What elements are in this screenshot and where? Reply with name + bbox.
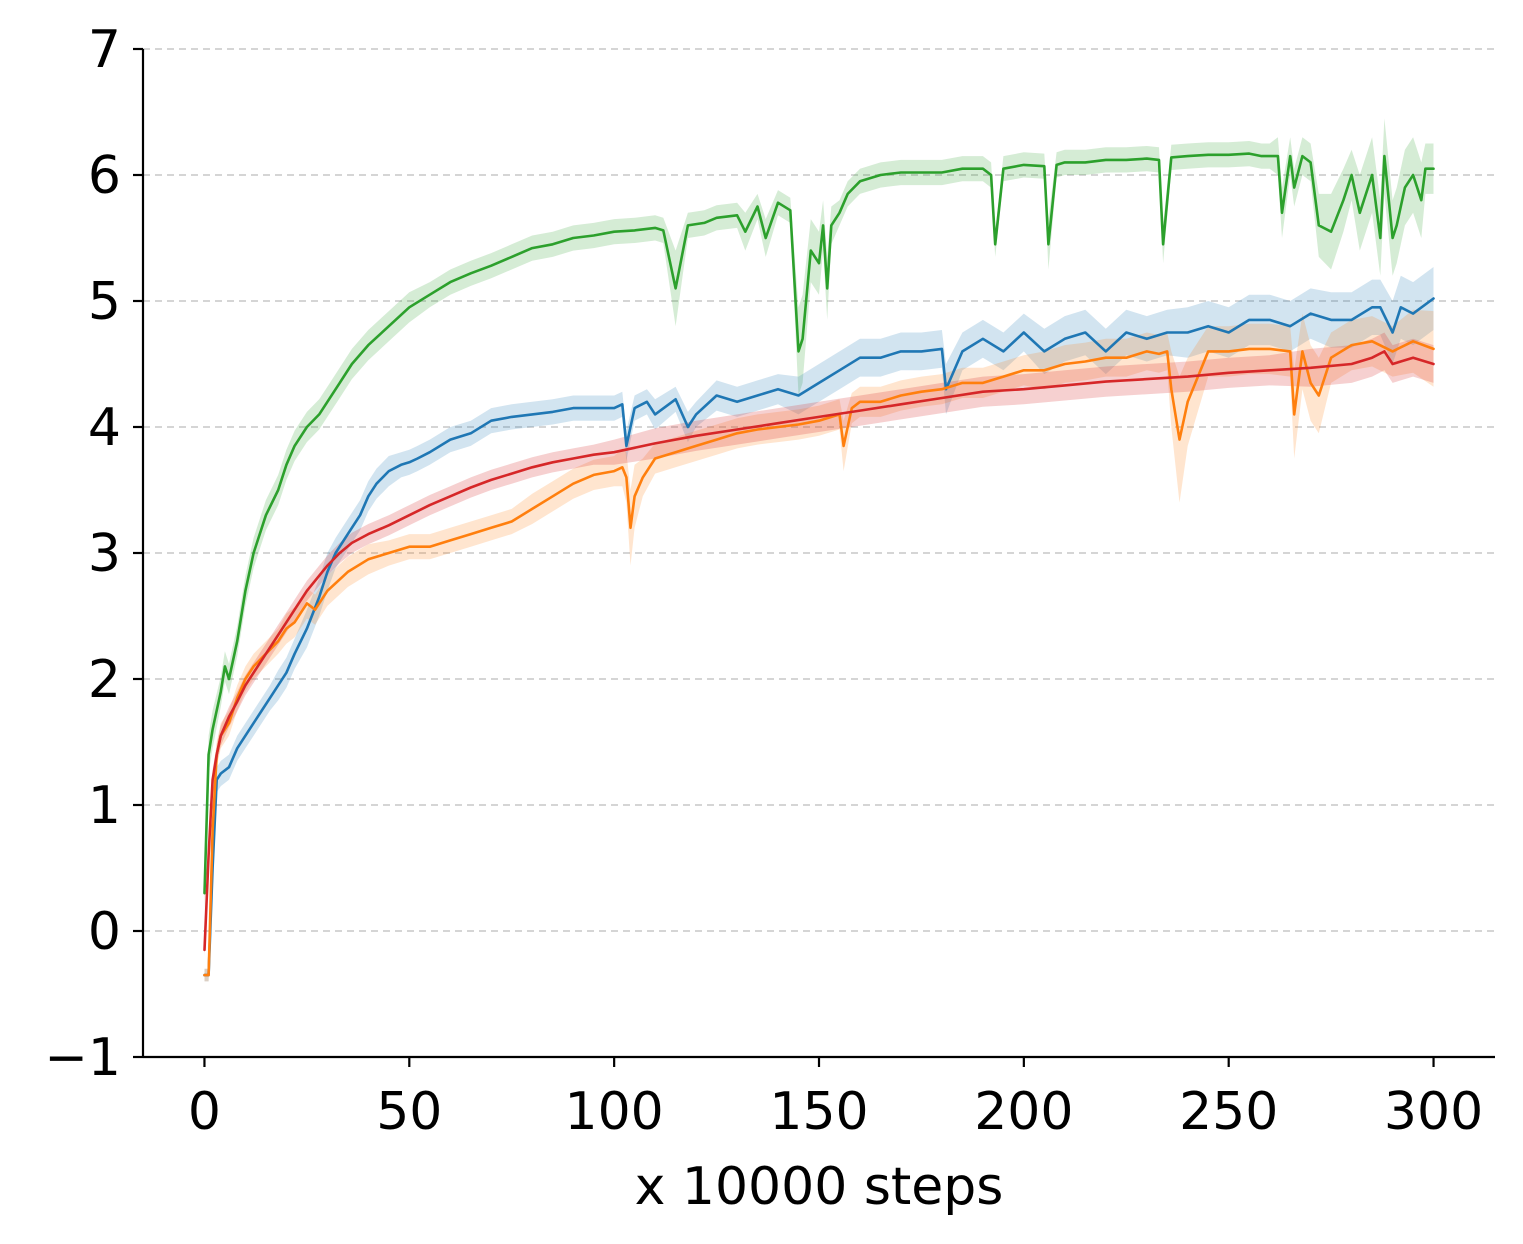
- x-tick-label: 100: [565, 1082, 664, 1142]
- y-tick-label: 7: [88, 20, 121, 80]
- series-1-band: [204, 267, 1434, 982]
- y-tick-label: 2: [88, 650, 121, 710]
- x-axis-title: x 10000 steps: [635, 1157, 1004, 1217]
- x-tick-label: 150: [769, 1082, 868, 1142]
- confidence-bands: [204, 118, 1434, 982]
- series-0-band: [204, 118, 1434, 913]
- y-tick-label: −1: [44, 1028, 121, 1088]
- y-tick-label: 5: [88, 272, 121, 332]
- x-tick-label: 50: [376, 1082, 442, 1142]
- x-tick-label: 300: [1384, 1082, 1483, 1142]
- x-tick-label: 0: [188, 1082, 221, 1142]
- y-tick-label: 1: [88, 776, 121, 836]
- x-tick-label: 250: [1179, 1082, 1278, 1142]
- series-2-line: [203, 339, 1435, 977]
- y-tick-label: 4: [88, 398, 121, 458]
- series-lines: [203, 152, 1435, 977]
- y-tick-label: 0: [88, 902, 121, 962]
- y-tick-label: 6: [88, 146, 121, 206]
- series-3-line: [203, 350, 1435, 952]
- series-3-band: [204, 332, 1434, 957]
- x-ticks: 0 50 100 150 200 250 300: [188, 1057, 1483, 1142]
- y-tick-label: 3: [88, 524, 121, 584]
- y-ticks: −1 0 1 2 3 4 5 6 7: [44, 20, 143, 1088]
- x-tick-label: 200: [974, 1082, 1073, 1142]
- series-0-line: [203, 152, 1435, 895]
- series-2-band: [204, 309, 1434, 982]
- series-1-line: [203, 297, 1435, 977]
- grid-lines: [143, 48, 1495, 932]
